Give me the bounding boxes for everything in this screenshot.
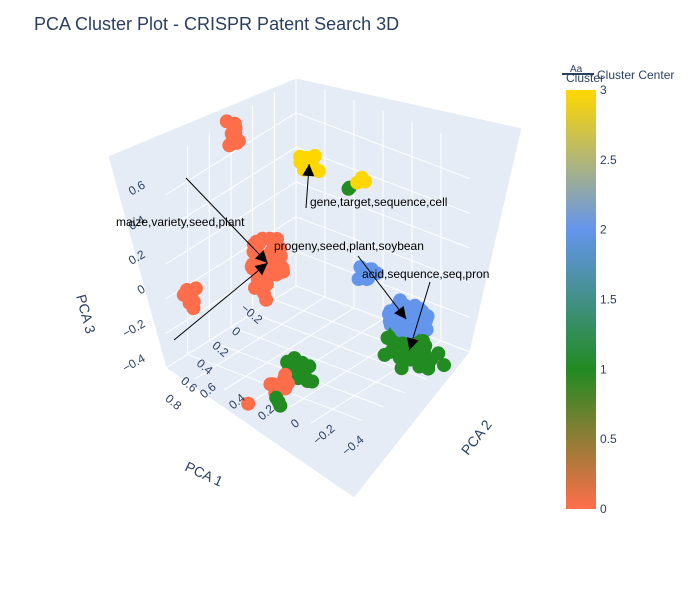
cluster-3-point bbox=[293, 155, 308, 170]
cluster-0-point bbox=[273, 241, 287, 256]
cluster-1-point bbox=[380, 330, 395, 345]
cluster-1-point bbox=[414, 343, 428, 358]
colorbar-tick-label: 0 bbox=[600, 502, 607, 516]
cluster-2-point bbox=[386, 312, 401, 327]
colorbar-tick-label: 3 bbox=[600, 83, 607, 97]
chart-title: PCA Cluster Plot - CRISPR Patent Search … bbox=[34, 14, 399, 34]
colorbar-tick-label: 0.5 bbox=[600, 432, 617, 446]
cluster-0-point bbox=[219, 114, 234, 129]
x-axis-tick-label: 0.8 bbox=[163, 391, 185, 413]
cluster-1-point bbox=[383, 344, 398, 359]
cluster-2-center-arrow bbox=[357, 255, 407, 320]
cluster-1-point bbox=[412, 359, 427, 374]
cluster-0-point bbox=[248, 280, 262, 295]
cluster-2-point bbox=[359, 272, 374, 287]
cluster-0-annotation: maize,variety,seed,plant bbox=[116, 215, 245, 229]
cluster-annotations: maize,variety,seed,plant acid,sequence,se… bbox=[116, 195, 489, 281]
cluster-1-point bbox=[271, 394, 286, 409]
cluster-3-annotation: gene,target,sequence,cell bbox=[310, 195, 447, 209]
cluster-2-annotation: progeny,seed,plant,soybean bbox=[274, 239, 424, 253]
annotation-arrows bbox=[173, 163, 431, 351]
cluster-1-point bbox=[302, 359, 317, 374]
colorbar-tick-label: 2.5 bbox=[600, 153, 617, 167]
cluster-3-center-arrow-head bbox=[302, 164, 315, 177]
cluster-1-annotation: acid,sequence,seq,pron bbox=[362, 267, 489, 281]
cluster-0-point bbox=[176, 287, 191, 302]
colorbar-tick-label: 2 bbox=[600, 223, 607, 237]
cluster-0-point bbox=[241, 396, 256, 411]
colorbar-tick-label: 1.5 bbox=[600, 293, 617, 307]
cluster-0-center-arrow bbox=[185, 177, 268, 264]
legend-label: Cluster Center bbox=[597, 68, 674, 82]
grid-line bbox=[165, 112, 297, 196]
grid-line bbox=[295, 112, 471, 180]
colorbar-gradient bbox=[566, 90, 596, 509]
colorbar-title: Cluster bbox=[566, 71, 604, 85]
cluster-1-point bbox=[437, 358, 451, 373]
cluster-3-point bbox=[350, 175, 365, 190]
cluster-0-point bbox=[222, 138, 237, 153]
x-axis-title: PCA 1 bbox=[183, 458, 226, 489]
cluster-0-center-arrow-head bbox=[254, 263, 268, 276]
3d-scene[interactable]: −0.200.20.40.60.8−0.4−0.200.20.40.6−0.4−… bbox=[73, 77, 523, 499]
cluster-0-point bbox=[259, 292, 274, 307]
cluster-0-point bbox=[224, 126, 239, 141]
grid-lines bbox=[165, 89, 471, 424]
y-axis-title: PCA 2 bbox=[458, 417, 495, 458]
legend[interactable]: Aa Cluster Center bbox=[562, 64, 674, 82]
cluster-0-center-arrow-head bbox=[254, 250, 268, 263]
colorbar-tick-label: 1 bbox=[600, 362, 607, 376]
legend-symbol-text: Aa bbox=[570, 64, 583, 75]
cluster-2-center-arrow-head bbox=[394, 305, 407, 320]
z-axis-tick-label: −0.4 bbox=[120, 351, 148, 375]
z-axis-tick-label: −0.2 bbox=[120, 316, 148, 340]
cluster-0-center-arrow bbox=[173, 262, 268, 341]
cluster-3-point bbox=[311, 164, 326, 178]
cluster-0-point bbox=[245, 257, 260, 272]
z-axis-title: PCA 3 bbox=[73, 293, 99, 336]
cluster-1-center-arrow-head bbox=[407, 337, 419, 351]
colorbar-ticks: 0 0.5 1 1.5 2 2.5 3 bbox=[600, 83, 617, 516]
cluster-1-point bbox=[394, 361, 409, 376]
colorbar: Cluster 0 0.5 1 1.5 2 2.5 3 bbox=[566, 71, 617, 516]
cluster-2-point bbox=[416, 313, 431, 327]
